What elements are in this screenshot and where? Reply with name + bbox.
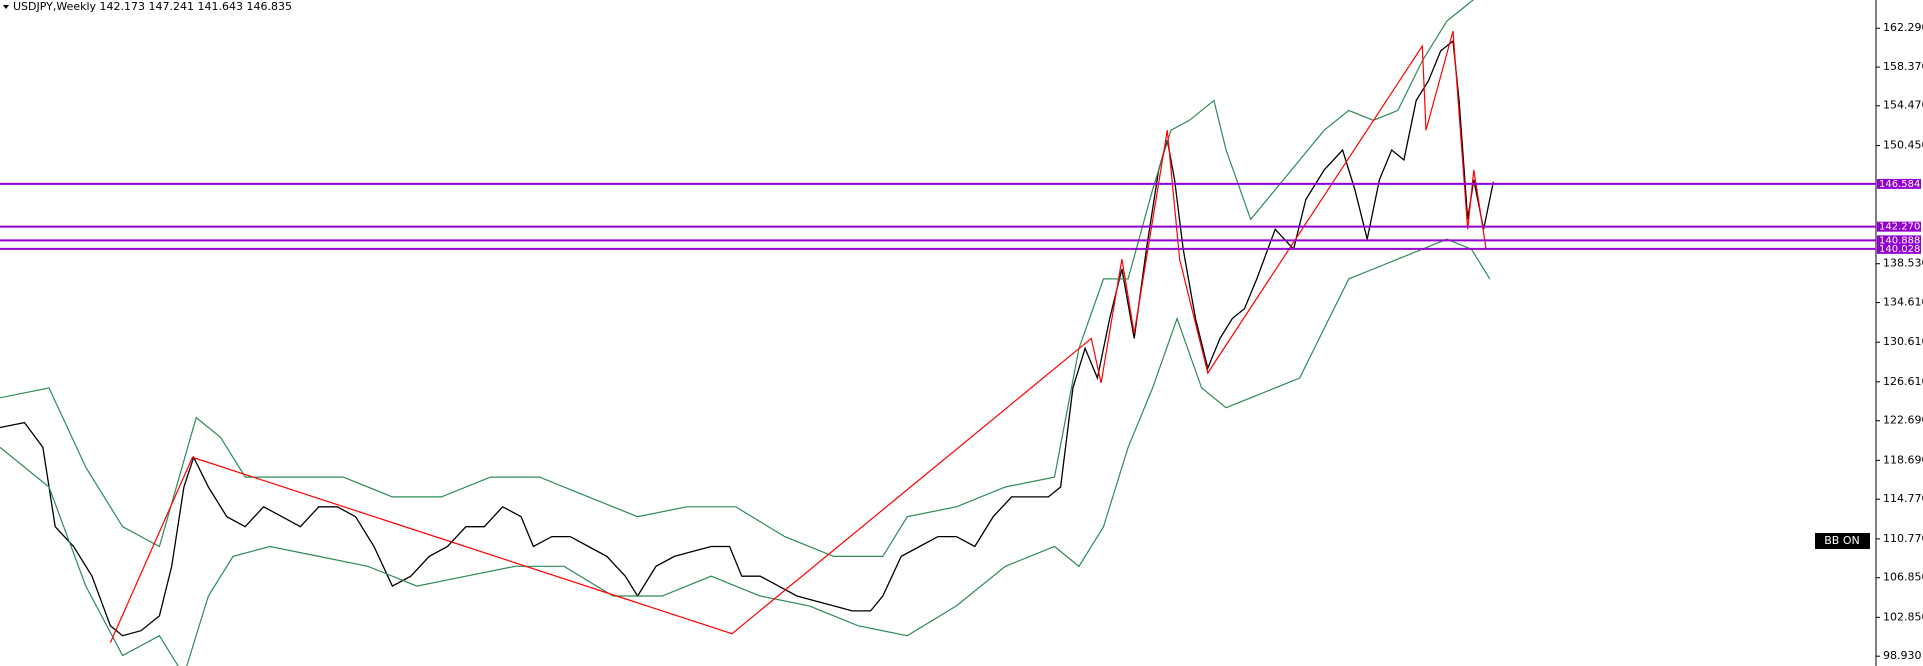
y-tick-label: 138.530 [1883, 257, 1923, 270]
badge: BB ON [1824, 534, 1859, 547]
y-tick-label: 126.610 [1883, 375, 1923, 388]
y-tick-label: 158.370 [1883, 60, 1923, 73]
indicator-line [0, 238, 1491, 666]
level-label-bg [1877, 178, 1921, 189]
y-tick-label: 102.850 [1883, 610, 1923, 623]
level-label: 140.888 [1879, 235, 1920, 246]
y-tick-label: 122.690 [1883, 414, 1923, 427]
y-tick-label: 150.450 [1883, 139, 1923, 152]
y-tick-label: 110.770 [1883, 532, 1923, 545]
indicator-line [109, 30, 1487, 643]
y-tick-label: 154.470 [1883, 99, 1923, 112]
indicator-line [0, 0, 1475, 558]
y-tick-label: 118.690 [1883, 453, 1923, 466]
level-label: 146.584 [1879, 179, 1920, 190]
y-tick-label: 106.850 [1883, 571, 1923, 584]
y-tick-label: 162.290 [1883, 21, 1923, 34]
level-label-bg [1877, 243, 1921, 254]
y-tick-label: 114.770 [1883, 492, 1923, 505]
collapse-icon[interactable] [3, 5, 9, 9]
y-tick-label: 130.610 [1883, 335, 1923, 348]
badge-bg [1815, 533, 1870, 549]
level-label-bg [1877, 235, 1921, 246]
level-label: 140.028 [1879, 244, 1920, 255]
y-tick-label: 134.610 [1883, 296, 1923, 309]
level-label: 142.270 [1879, 222, 1920, 233]
chart-title: USDJPY,Weekly 142.173 147.241 141.643 14… [13, 0, 292, 13]
y-tick-label: 98.930 [1883, 649, 1922, 662]
price-line [0, 39, 1495, 637]
level-label-bg [1877, 221, 1921, 232]
